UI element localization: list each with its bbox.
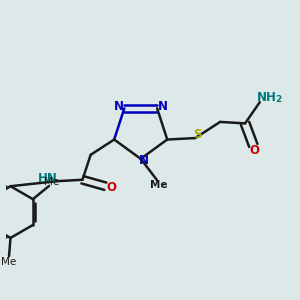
Text: N: N <box>139 154 149 167</box>
Text: NH: NH <box>257 91 277 104</box>
Text: O: O <box>107 181 117 194</box>
Text: S: S <box>193 128 202 141</box>
Text: N: N <box>114 100 124 113</box>
Text: Me: Me <box>151 180 168 190</box>
Text: 2: 2 <box>275 95 281 104</box>
Text: Me: Me <box>2 257 17 267</box>
Text: N: N <box>158 100 167 113</box>
Text: Me: Me <box>44 177 59 188</box>
Text: O: O <box>250 144 260 157</box>
Text: HN: HN <box>38 172 58 185</box>
